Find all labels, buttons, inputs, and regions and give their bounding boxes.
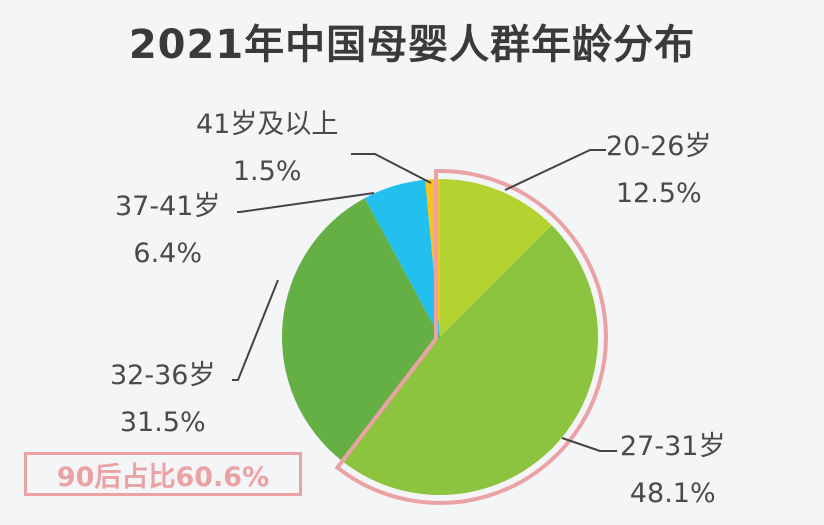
highlight-outline	[334, 168, 608, 505]
label-41-plus: 41岁及以上 1.5%	[196, 111, 338, 185]
label-32-36: 32-36岁 31.5%	[110, 362, 215, 436]
label-name: 32-36岁	[110, 360, 216, 391]
label-27-31: 27-31岁 48.1%	[620, 433, 725, 507]
pie-slice-20-26岁	[440, 179, 552, 337]
label-20-26: 20-26岁 12.5%	[606, 133, 711, 207]
label-name: 37-41岁	[115, 191, 221, 222]
pie-slice-27-31岁	[342, 225, 599, 496]
label-name: 41岁及以上	[196, 109, 339, 140]
label-pct: 6.4%	[133, 238, 203, 269]
label-pct: 31.5%	[119, 407, 206, 438]
label-37-41: 37-41岁 6.4%	[115, 193, 220, 267]
label-pct: 48.1%	[629, 478, 716, 509]
pie-slice-32-36岁	[281, 198, 440, 462]
chart-title: 2021年中国母婴人群年龄分布	[128, 22, 696, 68]
post-90s-callout: 90后占比60.6%	[24, 452, 302, 496]
label-name: 27-31岁	[620, 431, 726, 462]
label-name: 20-26岁	[606, 131, 712, 162]
leader-lines	[232, 149, 617, 452]
label-pct: 1.5%	[232, 156, 302, 187]
pie-slice-37-41岁	[364, 179, 440, 337]
label-pct: 12.5%	[615, 178, 702, 209]
